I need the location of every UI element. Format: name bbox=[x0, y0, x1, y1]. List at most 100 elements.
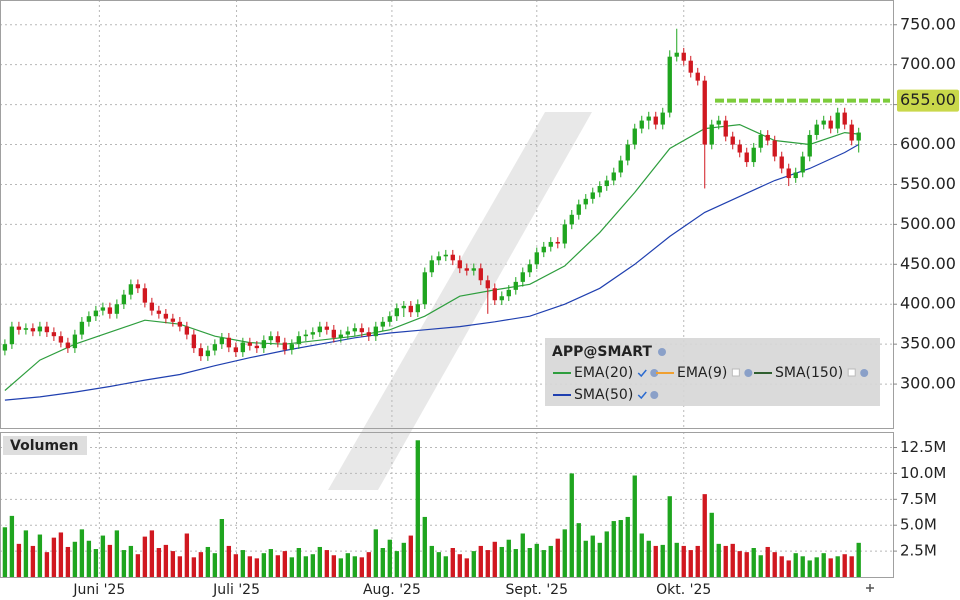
candle-body bbox=[849, 124, 854, 141]
candle-body bbox=[156, 310, 162, 314]
volume-bar bbox=[513, 549, 518, 577]
volume-bar bbox=[9, 515, 15, 577]
legend-box bbox=[545, 338, 880, 406]
volume-bar bbox=[499, 546, 504, 577]
volume-bar bbox=[345, 553, 350, 577]
candle-body bbox=[107, 307, 113, 314]
candle-body bbox=[800, 156, 805, 173]
indicator-line bbox=[4, 123, 859, 391]
volume-bar bbox=[716, 543, 721, 577]
legend-settings[interactable] bbox=[744, 369, 753, 377]
candle-body bbox=[93, 310, 99, 317]
legend-check bbox=[637, 369, 647, 378]
volume-bar bbox=[534, 543, 539, 577]
candle-body bbox=[65, 342, 71, 349]
candle-body bbox=[79, 321, 85, 335]
y-tick-label: 400.00 bbox=[900, 294, 956, 313]
candle-body bbox=[639, 120, 644, 129]
volume-bar bbox=[842, 554, 847, 577]
candle-body bbox=[583, 198, 588, 205]
legend-label: EMA(9) bbox=[677, 365, 727, 381]
candle-body bbox=[730, 136, 735, 145]
volume-bar bbox=[142, 536, 148, 577]
candle-body bbox=[275, 336, 281, 343]
candle-body bbox=[464, 268, 469, 271]
volume-panel bbox=[0, 432, 894, 578]
volume-bar bbox=[65, 546, 71, 577]
candle-body bbox=[786, 168, 791, 179]
candle-body bbox=[233, 347, 239, 353]
candle-body bbox=[772, 140, 777, 157]
candle-body bbox=[499, 296, 504, 301]
candle-body bbox=[597, 186, 602, 193]
volume-bar bbox=[527, 548, 532, 577]
add-button[interactable] bbox=[866, 584, 874, 592]
candle-body bbox=[709, 124, 714, 145]
candle-body bbox=[562, 224, 567, 244]
volume-bar bbox=[632, 475, 637, 577]
y-tick-label: 450.00 bbox=[900, 254, 956, 273]
volume-bar bbox=[205, 546, 211, 577]
legend-settings[interactable] bbox=[650, 369, 659, 377]
candle-body bbox=[296, 336, 302, 345]
candle-body bbox=[667, 56, 672, 113]
candle-body bbox=[422, 272, 427, 305]
candle-body bbox=[163, 313, 169, 319]
candle-body bbox=[751, 147, 756, 163]
volume-bar bbox=[72, 541, 78, 577]
candle-body bbox=[212, 344, 218, 351]
volume-bar bbox=[387, 539, 392, 577]
volume-bar bbox=[44, 552, 50, 577]
candle-body bbox=[30, 328, 36, 332]
candle-body bbox=[492, 288, 497, 301]
candle-body bbox=[688, 60, 693, 73]
candle-body bbox=[366, 332, 371, 337]
candle-body bbox=[457, 260, 462, 269]
volume-bar bbox=[170, 551, 176, 577]
legend-check bbox=[637, 391, 647, 400]
candle-body bbox=[16, 326, 22, 330]
settings-icon[interactable] bbox=[658, 348, 666, 356]
candle-body bbox=[170, 318, 176, 322]
candle-body bbox=[317, 326, 322, 333]
candle-body bbox=[86, 316, 92, 322]
volume-bar bbox=[51, 537, 57, 577]
volume-bar bbox=[688, 550, 693, 577]
volume-bar bbox=[506, 539, 511, 577]
alert-level-label-bg bbox=[897, 89, 959, 112]
candle-body bbox=[450, 254, 455, 261]
legend-settings[interactable] bbox=[650, 391, 659, 399]
y-tick-label: 7.5M bbox=[900, 490, 937, 508]
candle-body bbox=[261, 340, 267, 349]
volume-bar bbox=[569, 473, 574, 577]
candle-body bbox=[429, 260, 434, 273]
candle-body bbox=[758, 134, 763, 148]
x-tick-label: Aug. '25 bbox=[363, 582, 421, 598]
candle-body bbox=[58, 336, 64, 343]
volume-bar bbox=[338, 558, 343, 577]
volume-bar bbox=[198, 552, 204, 577]
volume-bar bbox=[86, 540, 92, 577]
volume-bar bbox=[219, 519, 225, 577]
candle-body bbox=[44, 326, 50, 333]
candle-body bbox=[114, 304, 120, 314]
volume-bar bbox=[135, 554, 141, 577]
candle-body bbox=[723, 120, 728, 137]
y-tick-label: 600.00 bbox=[900, 134, 956, 153]
volume-bar bbox=[128, 545, 134, 577]
volume-bar bbox=[814, 557, 819, 577]
volume-bar bbox=[618, 520, 623, 577]
volume-bar bbox=[751, 548, 756, 577]
candle-body bbox=[205, 350, 211, 357]
volume-bar bbox=[177, 556, 183, 577]
legend: APP@SMART EMA(20) EMA(9) SMA(150) SMA(50) bbox=[545, 338, 880, 406]
volume-bar bbox=[674, 542, 679, 577]
legend-settings[interactable] bbox=[860, 369, 869, 377]
volume-bar bbox=[268, 549, 274, 577]
candle-body bbox=[842, 112, 847, 125]
volume-bar bbox=[240, 550, 246, 577]
volume-bar bbox=[786, 560, 791, 577]
volume-bar bbox=[149, 530, 155, 577]
volume-bar bbox=[296, 548, 302, 577]
